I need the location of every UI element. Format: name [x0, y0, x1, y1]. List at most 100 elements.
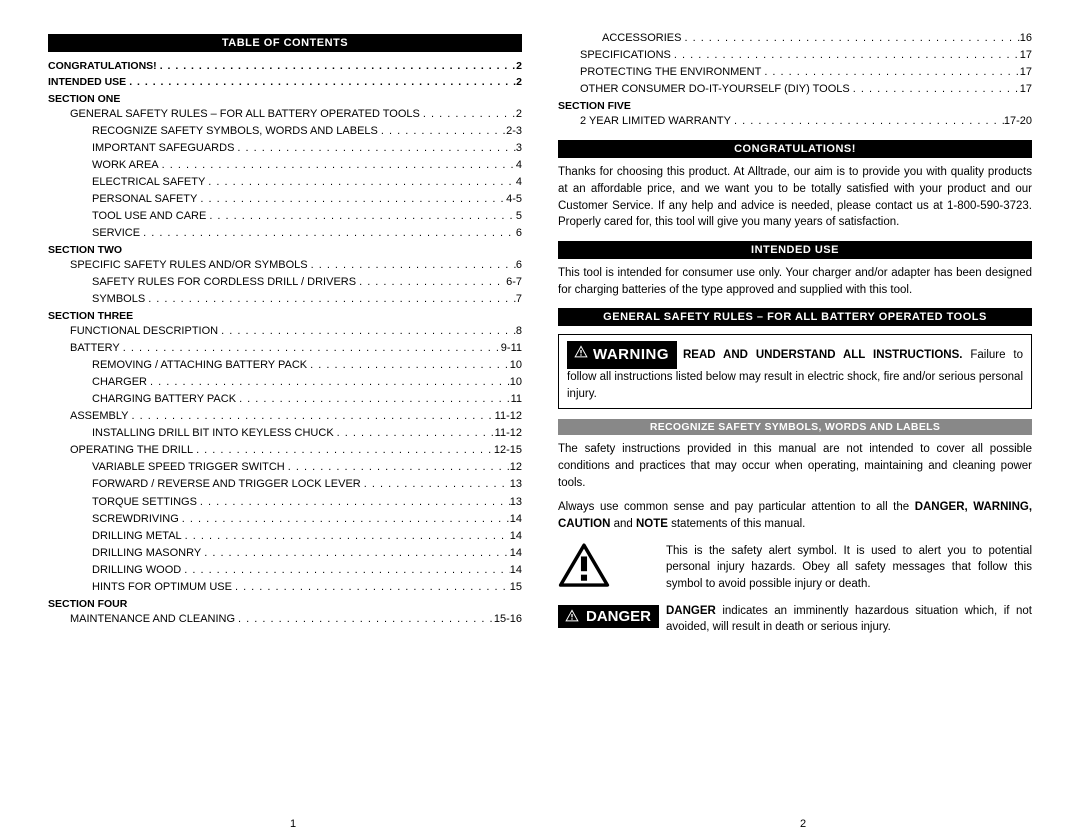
toc-page: 11	[511, 391, 522, 408]
page-number-right: 2	[558, 818, 1048, 830]
toc-dots: . . . . . . . . . . . . . . . . . . . . …	[761, 64, 1019, 81]
toc-page: 9-11	[501, 340, 522, 357]
toc-dots: . . . . . . . . . . . . . . . . . . . . …	[201, 545, 510, 562]
toc-dots: . . . . . . . . . . . . . . . . . . . . …	[235, 611, 494, 628]
warning-label: WARNING	[567, 341, 677, 369]
toc-section-head: SECTION THREE	[48, 308, 522, 323]
recognize-text: The safety instructions provided in this…	[558, 441, 1032, 491]
toc-label: SPECIFIC SAFETY RULES AND/OR SYMBOLS	[70, 257, 308, 274]
toc-entry: INTENDED USE . . . . . . . . . . . . . .…	[48, 74, 522, 90]
toc-dots: . . . . . . . . . . . . . . . . . . . . …	[420, 106, 516, 123]
toc-label: CHARGING BATTERY PACK	[92, 391, 236, 408]
toc-entry: OPERATING THE DRILL . . . . . . . . . . …	[48, 442, 522, 459]
toc-page: 17	[1020, 81, 1032, 98]
toc-page: 6	[516, 257, 522, 274]
toc-dots: . . . . . . . . . . . . . . . . . . . . …	[159, 157, 516, 174]
toc-section-head: SECTION FOUR	[48, 596, 522, 611]
toc-dots: . . . . . . . . . . . . . . . . . . . . …	[197, 191, 506, 208]
toc-page: 15-16	[494, 611, 522, 628]
toc-dots: . . . . . . . . . . . . . . . . . . . . …	[731, 113, 1004, 130]
warning-triangle-icon	[573, 344, 589, 360]
toc-section-head: SECTION FIVE	[558, 98, 1032, 113]
toc-dots: . . . . . . . . . . . . . . . . . . . . …	[140, 225, 516, 242]
toc-page: 17	[1020, 64, 1032, 81]
toc-list-left: CONGRATULATIONS! . . . . . . . . . . . .…	[48, 58, 522, 628]
toc-section-head: SECTION ONE	[48, 91, 522, 106]
toc-page: 7	[516, 291, 522, 308]
toc-page: 14	[510, 562, 522, 579]
toc-dots: . . . . . . . . . . . . . . . . . . . . …	[234, 140, 515, 157]
toc-label: 2 YEAR LIMITED WARRANTY	[580, 113, 731, 130]
recognize-header: RECOGNIZE SAFETY SYMBOLS, WORDS AND LABE…	[558, 419, 1032, 435]
toc-entry: TORQUE SETTINGS . . . . . . . . . . . . …	[48, 494, 522, 511]
toc-page: 5	[516, 208, 522, 225]
toc-label: REMOVING / ATTACHING BATTERY PACK	[92, 357, 307, 374]
toc-dots: . . . . . . . . . . . . . . . . . . . . …	[218, 323, 516, 340]
toc-label: GENERAL SAFETY RULES – FOR ALL BATTERY O…	[70, 106, 420, 123]
toc-entry: SERVICE . . . . . . . . . . . . . . . . …	[48, 225, 522, 242]
toc-entry: DRILLING WOOD . . . . . . . . . . . . . …	[48, 562, 522, 579]
right-column: ACCESSORIES . . . . . . . . . . . . . . …	[550, 34, 1040, 814]
toc-label: DRILLING METAL	[92, 528, 182, 545]
alert-triangle-icon	[558, 543, 666, 593]
toc-label: PERSONAL SAFETY	[92, 191, 197, 208]
toc-dots: . . . . . . . . . . . . . . . . . . . . …	[179, 511, 510, 528]
toc-entry: ACCESSORIES . . . . . . . . . . . . . . …	[558, 30, 1032, 47]
toc-entry: DRILLING MASONRY . . . . . . . . . . . .…	[48, 545, 522, 562]
intended-header: INTENDED USE	[558, 241, 1032, 259]
warning-bold: READ AND UNDERSTAND ALL INSTRUCTIONS.	[683, 349, 962, 361]
toc-entry: ELECTRICAL SAFETY . . . . . . . . . . . …	[48, 174, 522, 191]
toc-entry: WORK AREA . . . . . . . . . . . . . . . …	[48, 157, 522, 174]
toc-page: 11-12	[495, 408, 522, 425]
toc-page: 2	[516, 74, 522, 90]
toc-label: HINTS FOR OPTIMUM USE	[92, 579, 232, 596]
toc-dots: . . . . . . . . . . . . . . . . . . . . …	[285, 459, 510, 476]
toc-dots: . . . . . . . . . . . . . . . . . . . . …	[378, 123, 506, 140]
toc-label: FUNCTIONAL DESCRIPTION	[70, 323, 218, 340]
toc-entry: SCREWDRIVING . . . . . . . . . . . . . .…	[48, 511, 522, 528]
congrats-text: Thanks for choosing this product. At All…	[558, 164, 1032, 231]
toc-entry: PERSONAL SAFETY . . . . . . . . . . . . …	[48, 191, 522, 208]
toc-entry: INSTALLING DRILL BIT INTO KEYLESS CHUCK …	[48, 425, 522, 442]
toc-label: TORQUE SETTINGS	[92, 494, 197, 511]
toc-label: DRILLING MASONRY	[92, 545, 201, 562]
toc-label: RECOGNIZE SAFETY SYMBOLS, WORDS AND LABE…	[92, 123, 378, 140]
toc-dots: . . . . . . . . . . . . . . . . . . . . …	[356, 274, 506, 291]
danger-label: DANGER	[558, 605, 659, 628]
toc-label: SPECIFICATIONS	[580, 47, 671, 64]
toc-dots: . . . . . . . . . . . . . . . . . . . . …	[193, 442, 494, 459]
toc-label: OPERATING THE DRILL	[70, 442, 193, 459]
toc-dots: . . . . . . . . . . . . . . . . . . . . …	[361, 476, 510, 493]
toc-label: SAFETY RULES FOR CORDLESS DRILL / DRIVER…	[92, 274, 356, 291]
toc-dots: . . . . . . . . . . . . . . . . . . . . …	[236, 391, 511, 408]
toc-dots: . . . . . . . . . . . . . . . . . . . . …	[334, 425, 495, 442]
toc-page: 17-20	[1004, 113, 1032, 130]
danger-triangle-icon	[564, 608, 580, 624]
toc-entry: CHARGING BATTERY PACK . . . . . . . . . …	[48, 391, 522, 408]
toc-entry: ASSEMBLY . . . . . . . . . . . . . . . .…	[48, 408, 522, 425]
toc-label: SERVICE	[92, 225, 140, 242]
toc-page: 4	[516, 174, 522, 191]
toc-label: MAINTENANCE AND CLEANING	[70, 611, 235, 628]
toc-section-head: SECTION TWO	[48, 242, 522, 257]
toc-page: 10	[510, 357, 522, 374]
toc-page: 17	[1020, 47, 1032, 64]
toc-label: SYMBOLS	[92, 291, 145, 308]
toc-entry: PROTECTING THE ENVIRONMENT . . . . . . .…	[558, 64, 1032, 81]
toc-entry: GENERAL SAFETY RULES – FOR ALL BATTERY O…	[48, 106, 522, 123]
toc-label: VARIABLE SPEED TRIGGER SWITCH	[92, 459, 285, 476]
toc-dots: . . . . . . . . . . . . . . . . . . . . …	[120, 340, 501, 357]
left-column: TABLE OF CONTENTS CONGRATULATIONS! . . .…	[40, 34, 530, 814]
toc-page: 12	[510, 459, 522, 476]
toc-page: 14	[510, 511, 522, 528]
toc-dots: . . . . . . . . . . . . . . . . . . . . …	[671, 47, 1020, 64]
toc-page: 4-5	[506, 191, 522, 208]
page-number-left: 1	[48, 818, 538, 830]
toc-entry: OTHER CONSUMER DO-IT-YOURSELF (DIY) TOOL…	[558, 81, 1032, 98]
toc-label: ELECTRICAL SAFETY	[92, 174, 205, 191]
toc-entry: TOOL USE AND CARE . . . . . . . . . . . …	[48, 208, 522, 225]
toc-page: 4	[516, 157, 522, 174]
toc-entry: SYMBOLS . . . . . . . . . . . . . . . . …	[48, 291, 522, 308]
toc-dots: . . . . . . . . . . . . . . . . . . . . …	[181, 562, 510, 579]
toc-label: INSTALLING DRILL BIT INTO KEYLESS CHUCK	[92, 425, 334, 442]
